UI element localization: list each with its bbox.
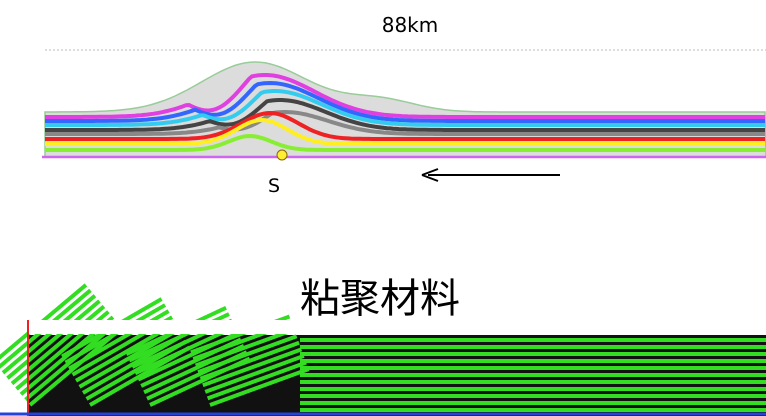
bottom-model — [0, 283, 766, 416]
layer — [45, 98, 765, 132]
layer — [45, 110, 765, 141]
tilted-layer — [197, 334, 298, 374]
tilted-layer — [209, 367, 310, 407]
point-marker — [276, 149, 288, 161]
scale-label: 88km — [382, 13, 439, 37]
layer — [45, 109, 765, 136]
caption: 粘聚材料 — [300, 276, 460, 322]
direction-arrow — [421, 168, 560, 182]
point-label: S — [268, 175, 280, 197]
tilted-layer — [6, 299, 101, 380]
layer — [45, 117, 765, 146]
layer — [45, 80, 765, 123]
tilted-layer — [204, 354, 305, 394]
tilted-layer — [199, 340, 300, 381]
layer — [45, 73, 765, 119]
tilted-layer — [1, 294, 97, 375]
layer — [45, 89, 765, 127]
tilted-layer — [206, 360, 307, 401]
white-cover — [28, 320, 766, 334]
tilted-layer — [202, 347, 303, 388]
top-model — [42, 61, 766, 159]
layer — [45, 133, 765, 152]
tilted-layer — [194, 327, 295, 368]
tilted-layer — [134, 324, 236, 376]
